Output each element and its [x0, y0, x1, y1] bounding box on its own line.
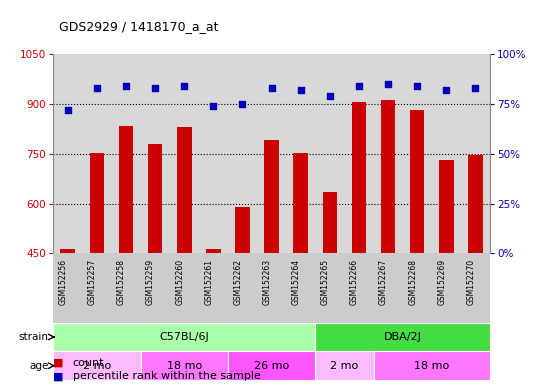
Text: 2 mo: 2 mo [330, 361, 358, 371]
Text: GSM152260: GSM152260 [175, 259, 184, 305]
Point [122, 83, 130, 89]
Bar [381, 100, 395, 253]
Point [267, 84, 276, 91]
Text: GSM152266: GSM152266 [350, 259, 359, 305]
Text: GSM152268: GSM152268 [408, 259, 417, 305]
Text: GSM152257: GSM152257 [88, 259, 97, 305]
Text: 2 mo: 2 mo [83, 361, 111, 371]
Bar [148, 144, 162, 253]
Text: GSM152264: GSM152264 [292, 259, 301, 305]
Bar [264, 140, 279, 253]
Text: 18 mo: 18 mo [167, 361, 202, 371]
Bar [374, 351, 490, 380]
Point [63, 107, 72, 113]
Bar [235, 207, 250, 253]
Text: ■: ■ [53, 358, 64, 368]
Text: GSM152258: GSM152258 [117, 259, 126, 305]
Point [413, 83, 422, 89]
Text: GSM152256: GSM152256 [59, 259, 68, 305]
Bar [352, 102, 366, 253]
Bar [141, 351, 228, 380]
Bar [53, 323, 315, 351]
Point [384, 81, 393, 87]
Text: strain: strain [19, 332, 49, 342]
Text: GSM152261: GSM152261 [204, 259, 213, 305]
Text: GSM152270: GSM152270 [466, 259, 475, 305]
Text: GSM152267: GSM152267 [379, 259, 388, 305]
Bar [119, 126, 133, 253]
Point [92, 84, 101, 91]
Bar [410, 110, 424, 253]
Point [209, 103, 218, 109]
Bar [293, 153, 308, 253]
Text: GSM152269: GSM152269 [437, 259, 446, 305]
Bar [206, 249, 221, 253]
Point [471, 84, 480, 91]
Bar [468, 155, 483, 253]
Bar [315, 323, 490, 351]
Text: C57BL/6J: C57BL/6J [160, 332, 209, 342]
Text: percentile rank within the sample: percentile rank within the sample [73, 371, 260, 381]
Text: GDS2929 / 1418170_a_at: GDS2929 / 1418170_a_at [59, 20, 218, 33]
Bar [60, 249, 75, 253]
Bar [315, 351, 374, 380]
Point [354, 83, 363, 89]
Bar [228, 351, 315, 380]
Text: age: age [30, 361, 49, 371]
Bar [177, 127, 192, 253]
Point [296, 87, 305, 93]
Bar [53, 351, 141, 380]
Bar [90, 153, 104, 253]
Bar [439, 160, 454, 253]
Text: GSM152262: GSM152262 [234, 259, 242, 305]
Text: 26 mo: 26 mo [254, 361, 289, 371]
Text: GSM152265: GSM152265 [321, 259, 330, 305]
Text: GSM152263: GSM152263 [263, 259, 272, 305]
Point [151, 84, 160, 91]
Point [238, 101, 247, 107]
Bar [323, 192, 337, 253]
Text: GSM152259: GSM152259 [146, 259, 155, 305]
Text: ■: ■ [53, 371, 64, 381]
Text: count: count [73, 358, 104, 368]
Point [180, 83, 189, 89]
Point [442, 87, 451, 93]
Point [325, 93, 334, 99]
Text: 18 mo: 18 mo [414, 361, 449, 371]
Text: DBA/2J: DBA/2J [384, 332, 422, 342]
